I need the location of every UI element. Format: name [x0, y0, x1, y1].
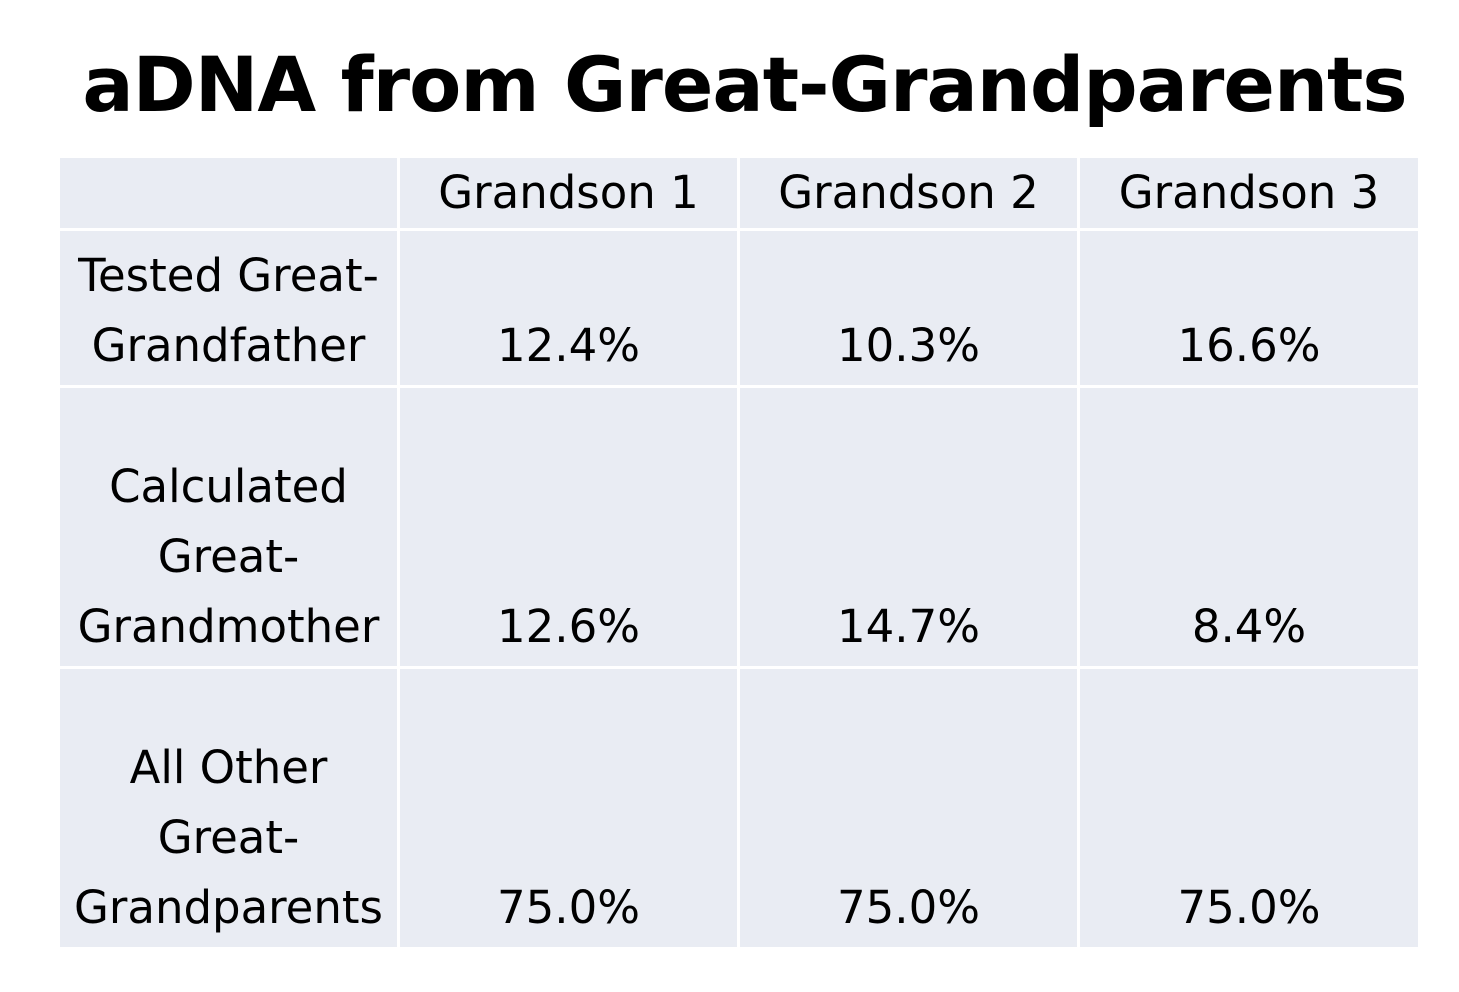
value-cell: 16.6% [1077, 228, 1421, 388]
row-label-line: Grandparents [74, 881, 383, 934]
header-row: Grandson 1 Grandson 2 Grandson 3 [57, 155, 1421, 231]
row-label: Calculated Great- Grandmother [57, 385, 400, 669]
row-label: All Other Great- Grandparents [57, 666, 400, 950]
slide-title: aDNA from Great-Grandparents [82, 40, 1407, 129]
value-cell: 8.4% [1077, 385, 1421, 669]
value-cell: 12.6% [397, 385, 740, 669]
adna-table: Grandson 1 Grandson 2 Grandson 3 Tested … [57, 155, 1421, 950]
value-cell: 14.7% [737, 385, 1080, 669]
row-label-line: Grandfather [91, 319, 366, 372]
header-cell: Grandson 2 [737, 155, 1080, 231]
row-label: Tested Great- Grandfather [57, 228, 400, 388]
table-row: Calculated Great- Grandmother 12.6% 14.7… [57, 385, 1421, 669]
header-cell: Grandson 1 [397, 155, 740, 231]
header-cell: Grandson 3 [1077, 155, 1421, 231]
value-cell: 75.0% [397, 666, 740, 950]
value-cell: 75.0% [737, 666, 1080, 950]
table-row: Tested Great- Grandfather 12.4% 10.3% 16… [57, 228, 1421, 388]
row-label-line: Grandmother [77, 600, 380, 653]
row-label-line: Calculated [109, 460, 348, 513]
value-cell: 75.0% [1077, 666, 1421, 950]
row-label-line: Tested Great- [78, 249, 379, 302]
row-label-line: Great- [157, 530, 300, 583]
header-cell-empty [57, 155, 400, 231]
row-label-line: All Other [129, 741, 328, 794]
value-cell: 10.3% [737, 228, 1080, 388]
value-cell: 12.4% [397, 228, 740, 388]
row-label-line: Great- [157, 811, 300, 864]
table-row: All Other Great- Grandparents 75.0% 75.0… [57, 666, 1421, 950]
